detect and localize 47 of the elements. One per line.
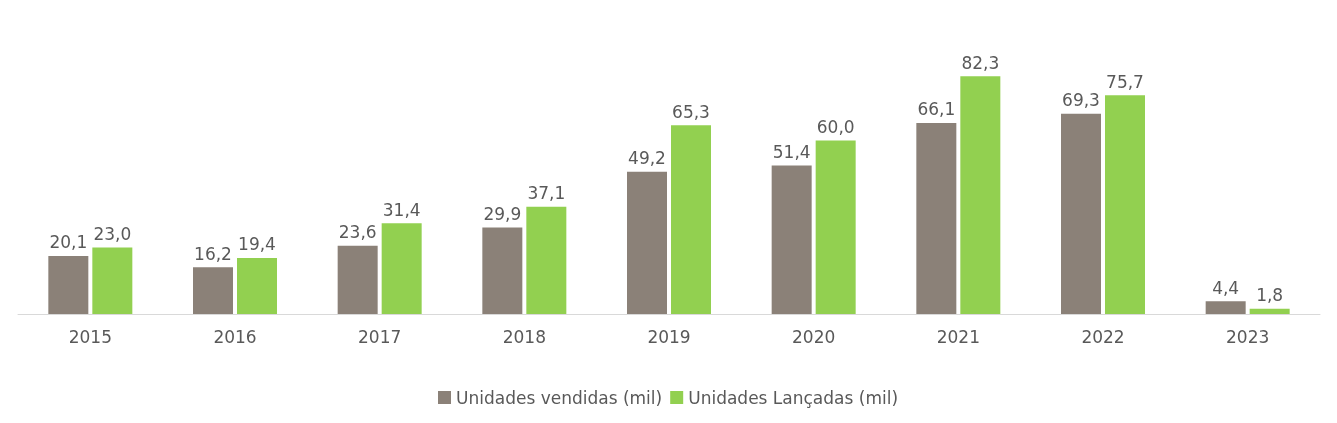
data-label: 20,1 bbox=[49, 232, 88, 253]
x-tick-label: 2015 bbox=[68, 326, 112, 347]
bar bbox=[771, 165, 812, 314]
bar bbox=[1249, 308, 1290, 314]
bar bbox=[1205, 301, 1246, 314]
data-label: 49,2 bbox=[628, 148, 666, 169]
data-label: 82,3 bbox=[961, 52, 1000, 73]
data-label: 60,0 bbox=[816, 117, 855, 138]
bar bbox=[381, 223, 422, 314]
bar bbox=[916, 122, 957, 314]
x-tick-label: 2022 bbox=[1081, 326, 1125, 347]
data-label: 29,9 bbox=[483, 204, 522, 225]
x-tick-label: 2018 bbox=[502, 326, 546, 347]
bar bbox=[1061, 113, 1101, 314]
x-tick-label: 2019 bbox=[647, 326, 691, 347]
data-label: 1,8 bbox=[1256, 285, 1284, 306]
bar bbox=[92, 247, 133, 314]
data-label: 19,4 bbox=[238, 234, 276, 255]
x-tick-label: 2016 bbox=[213, 326, 257, 347]
bar bbox=[482, 227, 523, 314]
data-label: 37,1 bbox=[527, 183, 566, 204]
bar bbox=[1105, 95, 1145, 314]
bar bbox=[337, 245, 378, 314]
data-label: 4,4 bbox=[1212, 277, 1240, 298]
data-label: 51,4 bbox=[772, 141, 811, 162]
x-tick-label: 2020 bbox=[792, 326, 836, 347]
data-label: 65,3 bbox=[672, 101, 710, 122]
legend-label: Unidades Lançadas (mil) bbox=[688, 387, 899, 408]
x-tick-label: 2021 bbox=[936, 326, 980, 347]
bar bbox=[526, 206, 567, 314]
data-label: 23,0 bbox=[93, 224, 132, 245]
bar bbox=[627, 171, 667, 314]
data-label: 66,1 bbox=[917, 99, 956, 120]
data-label: 69,3 bbox=[1062, 90, 1100, 111]
legend-label: Unidades vendidas (mil) bbox=[455, 387, 663, 408]
bar bbox=[193, 267, 233, 314]
data-label: 23,6 bbox=[338, 222, 377, 243]
data-label: 16,2 bbox=[194, 243, 232, 264]
bar bbox=[960, 76, 1001, 314]
data-label: 31,4 bbox=[382, 199, 421, 220]
bar bbox=[237, 257, 277, 314]
bar bbox=[48, 255, 89, 314]
bar bbox=[671, 125, 711, 314]
data-label: 75,7 bbox=[1106, 71, 1144, 92]
x-tick-label: 2017 bbox=[358, 326, 402, 347]
x-tick-label: 2023 bbox=[1226, 326, 1270, 347]
bar bbox=[815, 140, 856, 314]
